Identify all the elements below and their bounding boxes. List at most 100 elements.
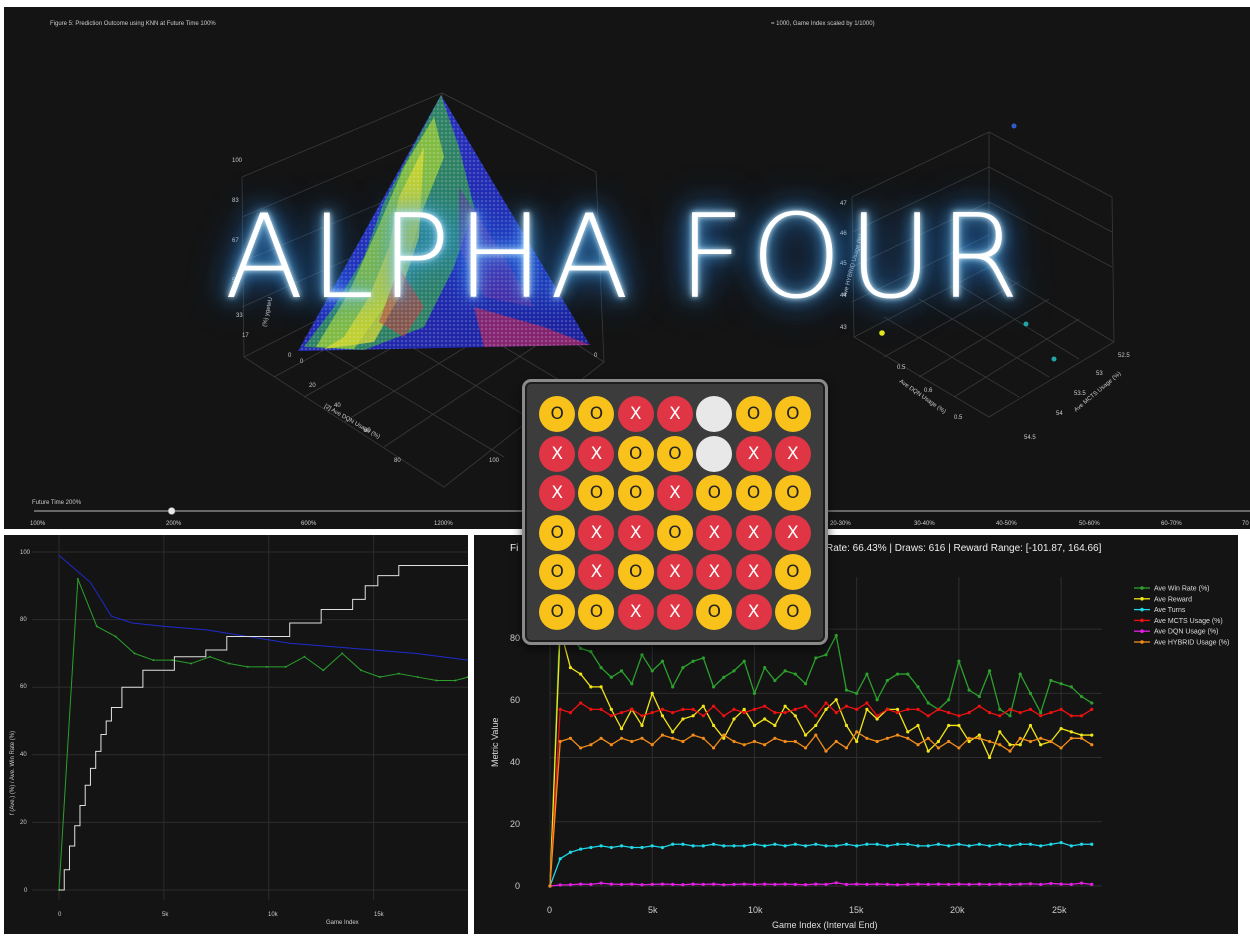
board-cell-x[interactable]: X (735, 514, 772, 551)
br-point (1049, 842, 1053, 846)
br-point (793, 842, 797, 846)
board-cell-x[interactable]: X (735, 554, 772, 591)
svg-text:54.5: 54.5 (1024, 435, 1036, 441)
bottom-left-chart-panel: 100 80 60 40 20 0 0 5k 10k 15k Game Inde… (4, 535, 468, 934)
br-point (763, 666, 767, 670)
board-cell-x[interactable]: X (735, 593, 772, 630)
br-point (579, 746, 583, 750)
board-cell-o[interactable]: O (578, 593, 615, 630)
br-point (967, 688, 971, 692)
svg-text:30-40%: 30-40% (914, 521, 935, 527)
board-cell-o[interactable]: O (774, 475, 811, 512)
board-cell-x[interactable]: X (656, 554, 693, 591)
br-point (568, 850, 573, 854)
board-cell-x[interactable]: X (735, 435, 772, 472)
br-point (783, 669, 787, 673)
board-cell-o[interactable]: O (774, 396, 811, 433)
board-cell-x[interactable]: X (539, 475, 576, 512)
br-point (1069, 730, 1073, 734)
br-point (579, 882, 583, 886)
board-cell-o[interactable]: O (539, 554, 576, 591)
board-cell-o[interactable]: O (735, 396, 772, 433)
right-side-ticks: 47 46 45 44 43 (840, 201, 847, 331)
board-cell-x[interactable]: X (578, 554, 615, 591)
br-point (773, 711, 777, 715)
bl-x-axis-label: Game Index (326, 920, 359, 926)
br-point (773, 736, 777, 740)
br-point (650, 844, 654, 848)
svg-text:53.5: 53.5 (1074, 391, 1086, 397)
br-point (1028, 739, 1033, 744)
br-point (558, 857, 562, 861)
br-point (957, 746, 961, 750)
board-cell-empty[interactable] (696, 396, 733, 433)
board-cell-x[interactable]: X (617, 593, 654, 630)
br-point (783, 882, 787, 886)
br-point (855, 707, 859, 711)
br-point (1039, 844, 1043, 848)
br-point (711, 685, 716, 689)
svg-text:10k: 10k (268, 912, 279, 918)
board-cell-o[interactable]: O (656, 435, 693, 472)
board-cell-x[interactable]: X (617, 514, 654, 551)
bl-point (341, 652, 344, 655)
br-point (691, 882, 695, 886)
bl-point (227, 662, 230, 665)
svg-text:60-70%: 60-70% (1161, 521, 1182, 527)
legend-label: Ave Reward (1154, 596, 1192, 603)
br-point (855, 739, 859, 744)
br-point (691, 844, 695, 848)
br-point (1079, 714, 1084, 718)
board-cell-x[interactable]: X (578, 435, 615, 472)
br-point (1008, 743, 1012, 747)
board-cell-x[interactable]: X (656, 475, 693, 512)
board-cell-x[interactable]: X (656, 593, 693, 630)
board-cell-o[interactable]: O (539, 514, 576, 551)
br-point (548, 884, 552, 888)
board-cell-o[interactable]: O (539, 593, 576, 630)
board-cell-o[interactable]: O (617, 475, 654, 512)
bl-series-line (58, 578, 468, 891)
br-point (599, 736, 603, 740)
br-point (558, 707, 562, 711)
board-cell-o[interactable]: O (774, 554, 811, 591)
board-cell-x[interactable]: X (696, 514, 733, 551)
svg-text:53: 53 (1096, 371, 1103, 377)
board-cell-o[interactable]: O (617, 435, 654, 472)
board-cell-x[interactable]: X (539, 435, 576, 472)
br-x-axis-label: Game Index (Interval End) (772, 920, 878, 930)
br-point (1049, 678, 1053, 683)
svg-text:54: 54 (1056, 411, 1063, 417)
board-cell-x[interactable]: X (617, 396, 654, 433)
br-point (599, 707, 603, 711)
br-point (589, 649, 593, 654)
br-point (681, 666, 685, 670)
board-cell-o[interactable]: O (656, 514, 693, 551)
board-cell-o[interactable]: O (696, 593, 733, 630)
bl-point (171, 659, 174, 662)
board-cell-x[interactable]: X (656, 396, 693, 433)
board-cell-o[interactable]: O (774, 593, 811, 630)
br-point (885, 736, 889, 740)
br-point (895, 707, 900, 711)
board-cell-x[interactable]: X (774, 514, 811, 551)
board-cell-empty[interactable] (696, 435, 733, 472)
board-cell-o[interactable]: O (539, 396, 576, 433)
board-cell-o[interactable]: O (578, 475, 615, 512)
board-cell-x[interactable]: X (774, 435, 811, 472)
bl-point (416, 676, 419, 679)
slider-handle[interactable] (167, 507, 176, 515)
board-cell-o[interactable]: O (578, 396, 615, 433)
board-cell-x[interactable]: X (696, 554, 733, 591)
br-point (987, 669, 992, 673)
board-cell-o[interactable]: O (696, 475, 733, 512)
range-ticks: 20-30% 30-40% 40-50% 50-60% 60-70% 70 (830, 521, 1249, 527)
bl-point (322, 669, 325, 672)
board-cell-o[interactable]: O (617, 554, 654, 591)
board-cell-x[interactable]: X (578, 514, 615, 551)
br-point (998, 882, 1002, 886)
br-point (558, 739, 562, 744)
br-point (895, 842, 900, 846)
board-cell-o[interactable]: O (735, 475, 772, 512)
br-point (967, 739, 971, 744)
